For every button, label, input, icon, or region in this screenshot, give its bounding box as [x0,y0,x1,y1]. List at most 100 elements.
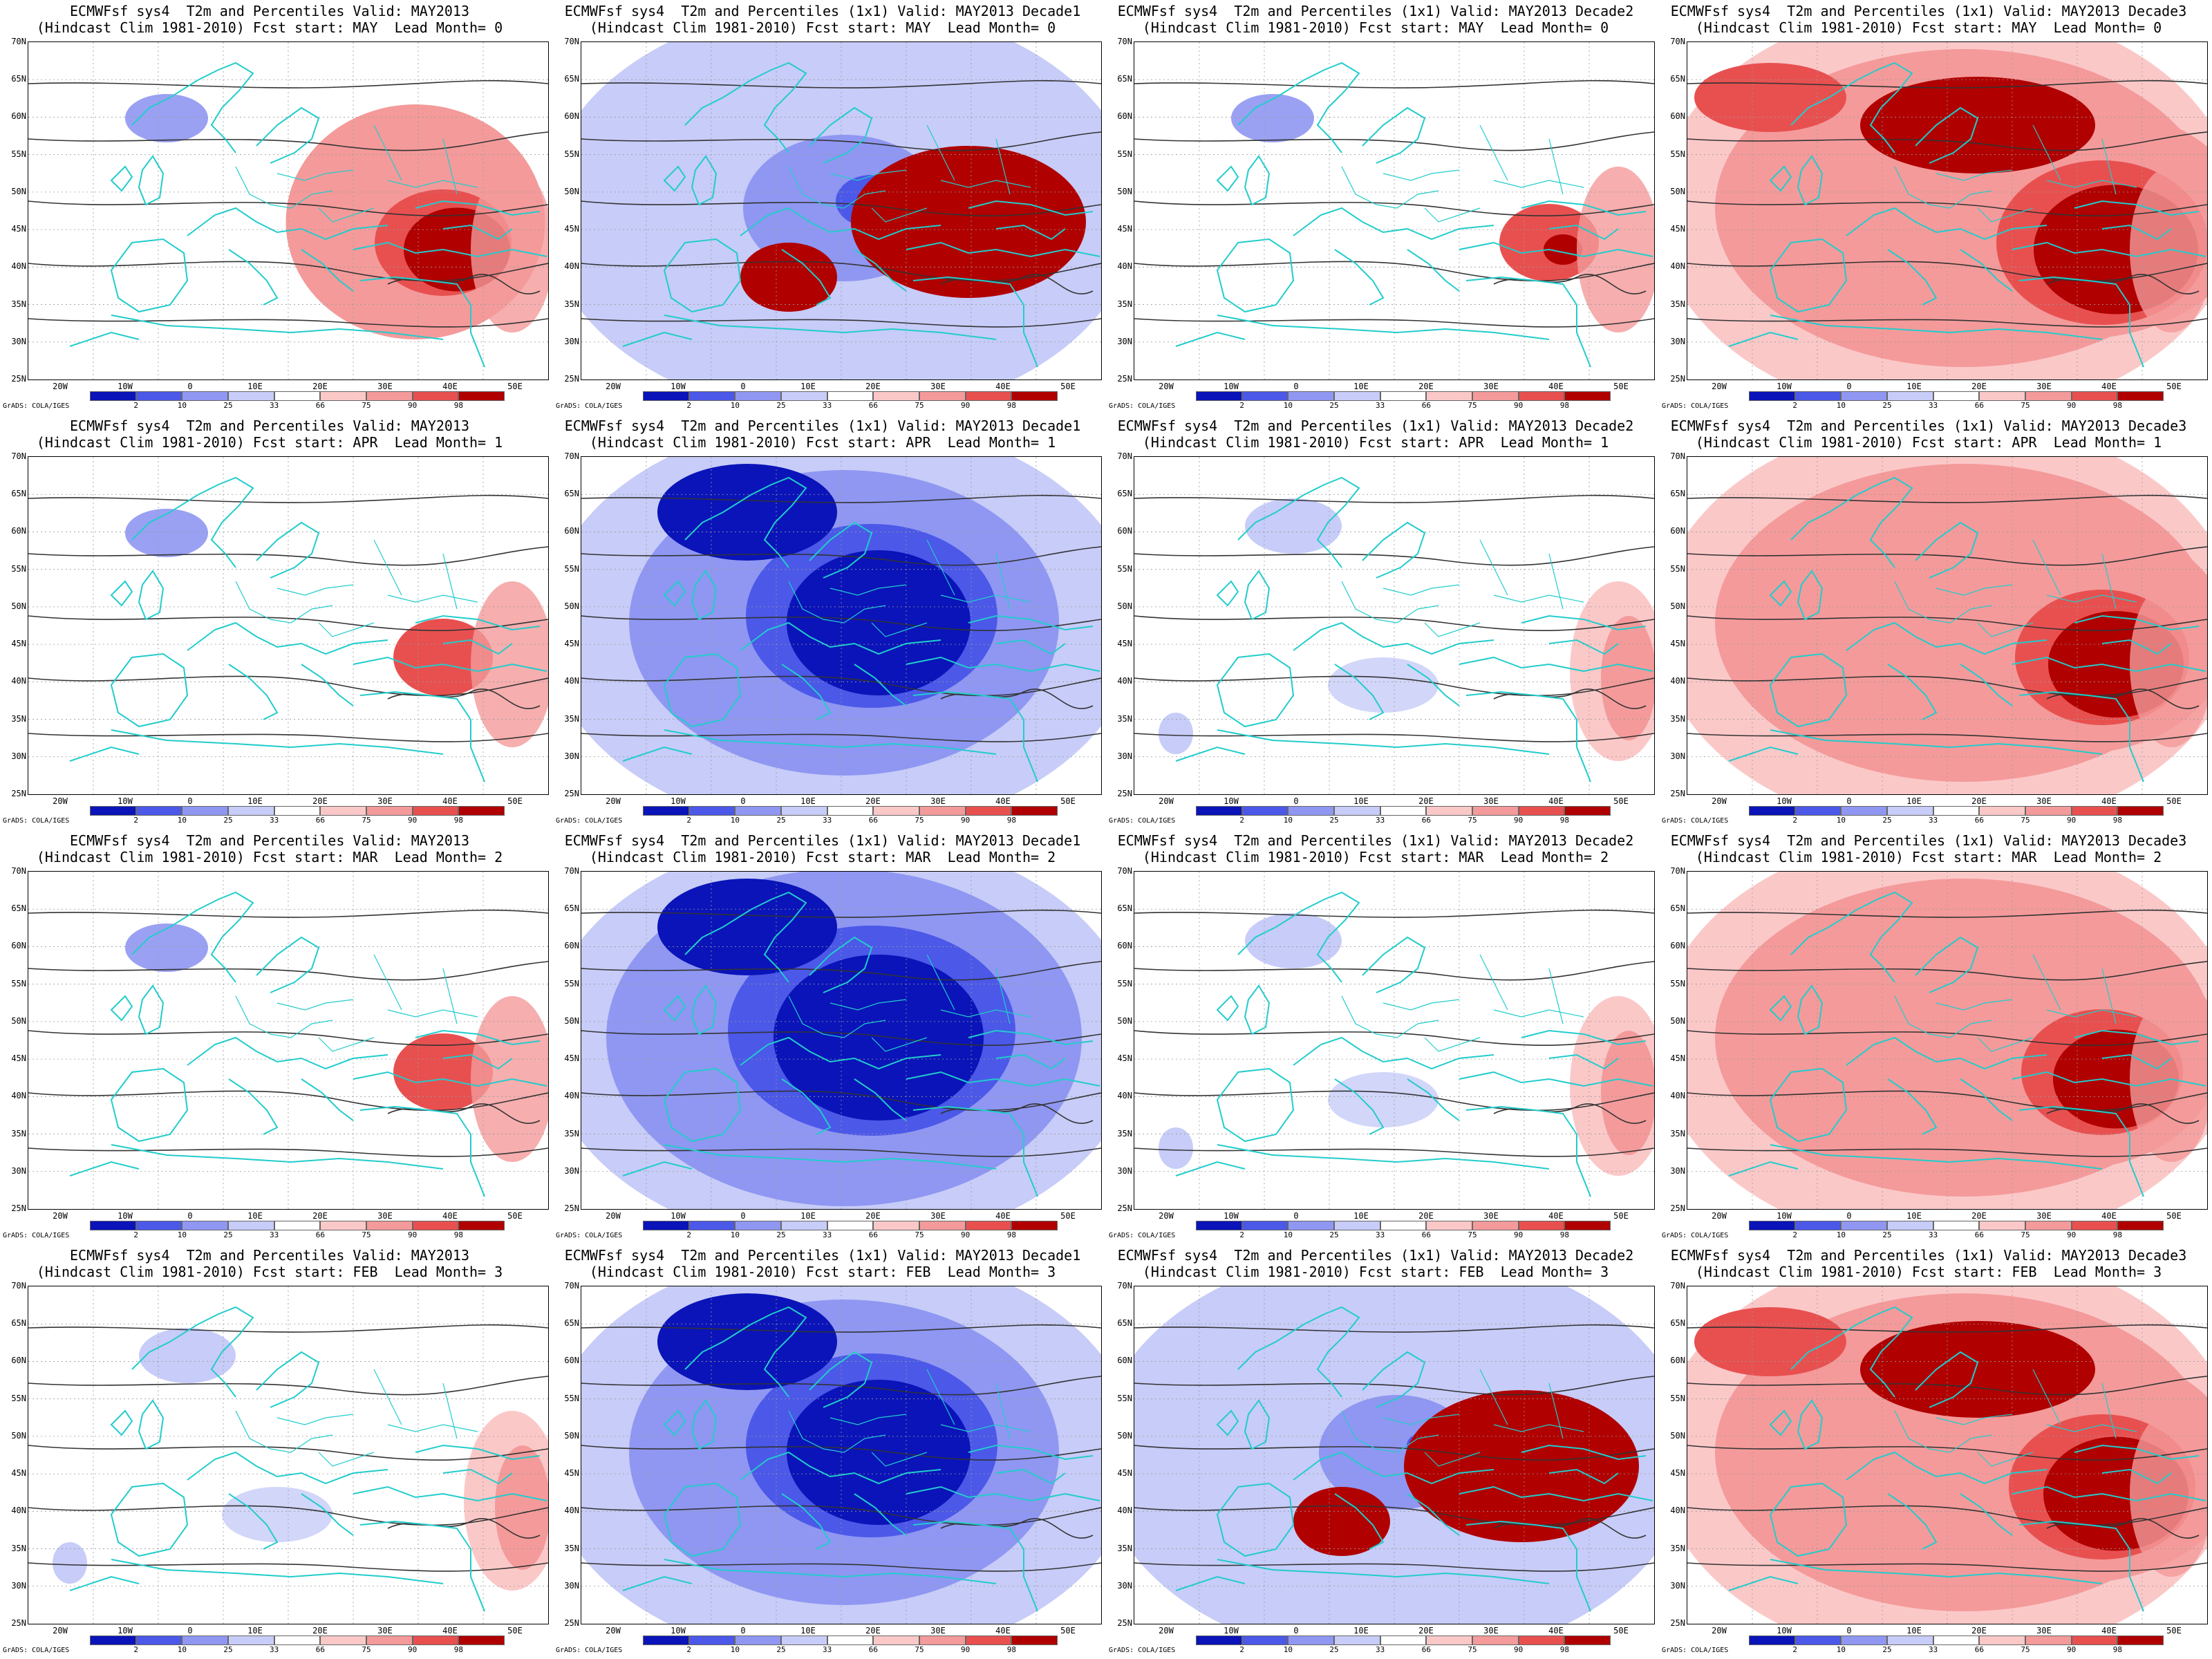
latitude-label: 35N [564,299,579,309]
latitude-label: 60N [1670,111,1685,122]
coastline [684,62,807,153]
country-border [1977,1037,2034,1052]
longitude-label: 10W [118,1211,133,1221]
colorbar-label: 75 [362,401,371,410]
country-border [830,169,907,181]
panel-title: ECMWFsf sys4 T2m and Percentiles (1x1) V… [564,418,1081,434]
coastline [1846,1451,2047,1485]
coastline [69,1161,140,1177]
latitude-label: 70N [1670,37,1685,46]
coastline [1465,691,1591,782]
temperature-contour [28,131,548,151]
temperature-contour [581,494,1101,503]
coastline [110,653,189,728]
colorbar-label: 66 [315,1645,325,1654]
colorbar-label: 33 [823,816,832,825]
colorbar-label: 10 [1836,401,1846,410]
coastline [1797,570,1824,621]
map-panel: ECMWFsf sys4 T2m and Percentiles (1x1) V… [553,0,1106,415]
longitude-label: 30E [1483,796,1499,806]
coastline [2012,656,2206,673]
colorbar-segment [2025,1221,2072,1230]
colorbar-label: 90 [1514,1645,1524,1654]
coastline [1175,746,1246,762]
colorbar-label: 66 [315,1230,325,1239]
coastline [1465,1520,1591,1612]
coastline [663,165,686,192]
temperature-contour [1687,494,2207,503]
colorbar-label: 90 [2067,1645,2077,1654]
longitude-label: 10E [1906,1211,1922,1221]
colorbar-segment [2117,806,2164,816]
temperature-contour [1687,1505,2207,1526]
colorbar-segment [1564,806,1611,816]
longitude-label: 20E [1971,1211,1987,1221]
coastline [663,1482,742,1557]
percentile-shading [125,94,208,142]
latitude-label: 60N [564,526,579,536]
colorbar-segment [873,806,919,816]
longitude-label: 20E [865,382,881,391]
map-panel: ECMWFsf sys4 T2m and Percentiles (1x1) V… [1659,0,2212,415]
colorbar [1196,806,1611,816]
percentile-shading [1293,1487,1390,1556]
country-border [926,954,955,1011]
temperature-contour [581,261,1101,282]
coastline [781,664,832,720]
latitude-label: 65N [564,74,579,84]
map-panel: ECMWFsf sys4 T2m and Percentiles (1x1) V… [1106,830,1659,1244]
temperature-contour [1134,1445,1654,1461]
colorbar-label: 98 [453,401,463,410]
temperature-map [581,872,1101,1209]
latitude-label: 40N [564,1091,579,1101]
country-border [318,1037,375,1052]
longitude-label: 30E [2036,796,2052,806]
colorbar-segment [873,1635,919,1645]
coastline [1217,1559,1550,1584]
percentile-shading [1544,234,1582,265]
latitude-label: 50N [1117,1430,1132,1441]
colorbar-label: 33 [1929,401,1938,410]
longitude-label: 10W [118,796,133,806]
colorbar-segment [688,1635,735,1645]
colorbar-label: 2 [133,1645,138,1654]
colorbar [90,1635,505,1645]
temperature-contour [1687,1030,2207,1046]
colorbar-segment [90,1635,136,1645]
country-border [1341,166,1439,209]
coastline [138,984,165,1035]
colorbar-label: 10 [730,816,740,825]
longitude-label: 40E [442,1626,458,1635]
coastline [1362,521,1426,579]
colorbar-label: 66 [315,816,325,825]
temperature-map [1134,42,1654,379]
temperature-contour [581,1445,1101,1461]
latitude-label: 50N [564,1430,579,1441]
temperature-contour [581,79,1101,88]
colorbar-segment [1196,391,1242,401]
coastline [256,1351,320,1408]
coastline [1887,664,1938,720]
colorbar-segment [274,806,321,816]
longitude-label: 50E [1060,796,1076,806]
longitude-label: 10W [1777,796,1792,806]
coastline [854,1493,907,1536]
latitude-label: 55N [1670,149,1685,159]
latitude-label: 70N [1117,451,1132,461]
coastline [1790,476,1913,568]
temperature-contour [581,1030,1101,1046]
temperature-contour [1134,131,1654,151]
longitude-label: 0 [1293,1211,1299,1221]
coastline [1293,1036,1494,1070]
longitude-label: 50E [1613,382,1629,391]
coastline [187,1451,388,1485]
coastline [740,207,941,241]
longitude-label: 0 [1293,382,1299,391]
longitude-label: 50E [2166,1626,2182,1635]
colorbar [90,1221,505,1230]
panel-title: ECMWFsf sys4 T2m and Percentiles (1x1) V… [1117,832,1634,849]
temperature-contour [28,1324,548,1333]
country-border [940,1009,1031,1018]
colorbar-label: 66 [1974,816,1984,825]
longitude-label: 30E [1483,1211,1499,1221]
